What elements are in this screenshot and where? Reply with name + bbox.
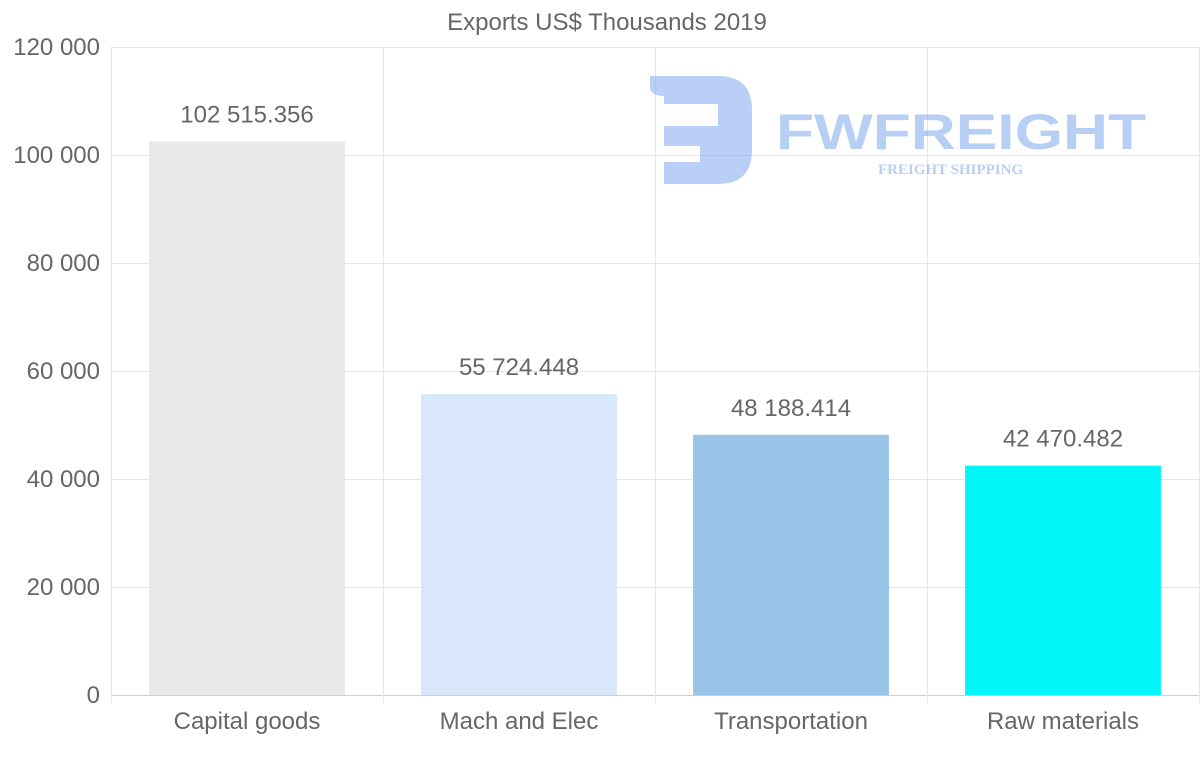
y-tick-label: 40 000 [27, 466, 100, 493]
bars [149, 141, 1161, 695]
y-axis-ticks: 0 20 000 40 000 60 000 80 000 100 000 120 000 [13, 34, 100, 709]
y-tick-label: 20 000 [27, 574, 100, 601]
x-axis-categories: Capital goods Mach and Elec Transportation… [174, 708, 1139, 735]
x-category-label: Raw materials [987, 708, 1139, 735]
y-tick-label: 120 000 [13, 34, 100, 61]
watermark-brand: FWFREIGHT [776, 104, 1146, 160]
bar[interactable] [421, 394, 617, 695]
chart-title: Exports US$ Thousands 2019 [447, 9, 767, 36]
y-tick-label: 0 [87, 682, 100, 709]
x-category-label: Mach and Elec [440, 708, 599, 735]
bar-value-label: 48 188.414 [731, 395, 851, 422]
bar[interactable] [693, 434, 889, 695]
x-category-label: Transportation [714, 708, 868, 735]
watermark-logo: FWFREIGHT FREIGHT SHIPPING [650, 76, 1146, 184]
bar-value-label: 102 515.356 [180, 101, 313, 128]
y-tick-label: 100 000 [13, 142, 100, 169]
x-category-label: Capital goods [174, 708, 321, 735]
bar[interactable] [149, 141, 345, 695]
bar-value-label: 42 470.482 [1003, 426, 1123, 453]
data-labels: 102 515.356 55 724.448 48 188.414 42 470.48… [180, 101, 1123, 452]
bar-value-label: 55 724.448 [459, 354, 579, 381]
y-tick-label: 80 000 [27, 250, 100, 277]
bar[interactable] [965, 465, 1161, 695]
watermark-tagline: FREIGHT SHIPPING [878, 162, 1023, 178]
y-tick-label: 60 000 [27, 358, 100, 385]
fw-logo-icon [650, 76, 752, 184]
